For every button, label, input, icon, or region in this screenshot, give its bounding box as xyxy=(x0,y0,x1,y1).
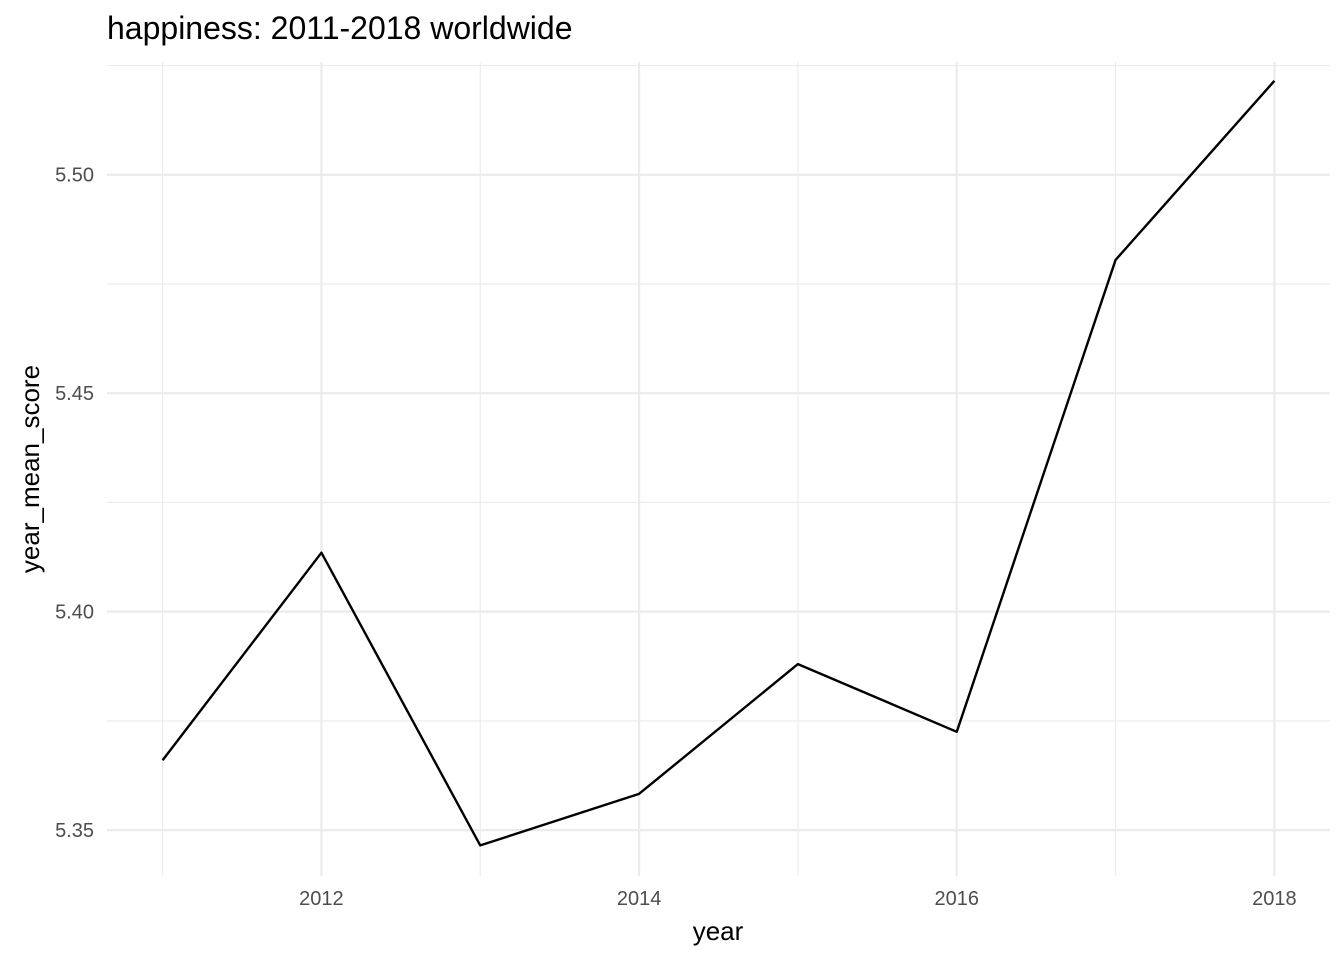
y-tick-label: 5.35 xyxy=(55,820,94,842)
x-tick-label: 2014 xyxy=(617,888,662,910)
x-tick-label: 2012 xyxy=(299,888,344,910)
x-tick-label: 2016 xyxy=(934,888,979,910)
chart-title: happiness: 2011-2018 worldwide xyxy=(107,10,573,46)
y-tick-label: 5.50 xyxy=(55,165,94,187)
y-tick-label: 5.45 xyxy=(55,383,94,405)
series-layer xyxy=(161,79,1276,847)
tick-labels: 2012 2014 2016 2018 5.35 5.40 5.45 5.50 xyxy=(55,165,1297,910)
grid xyxy=(107,62,1330,876)
x-axis-title: year xyxy=(693,916,744,946)
x-tick-label: 2018 xyxy=(1252,888,1297,910)
series-line xyxy=(161,79,1276,847)
y-tick-label: 5.40 xyxy=(55,602,94,624)
y-axis-title: year_mean_score xyxy=(15,365,45,573)
